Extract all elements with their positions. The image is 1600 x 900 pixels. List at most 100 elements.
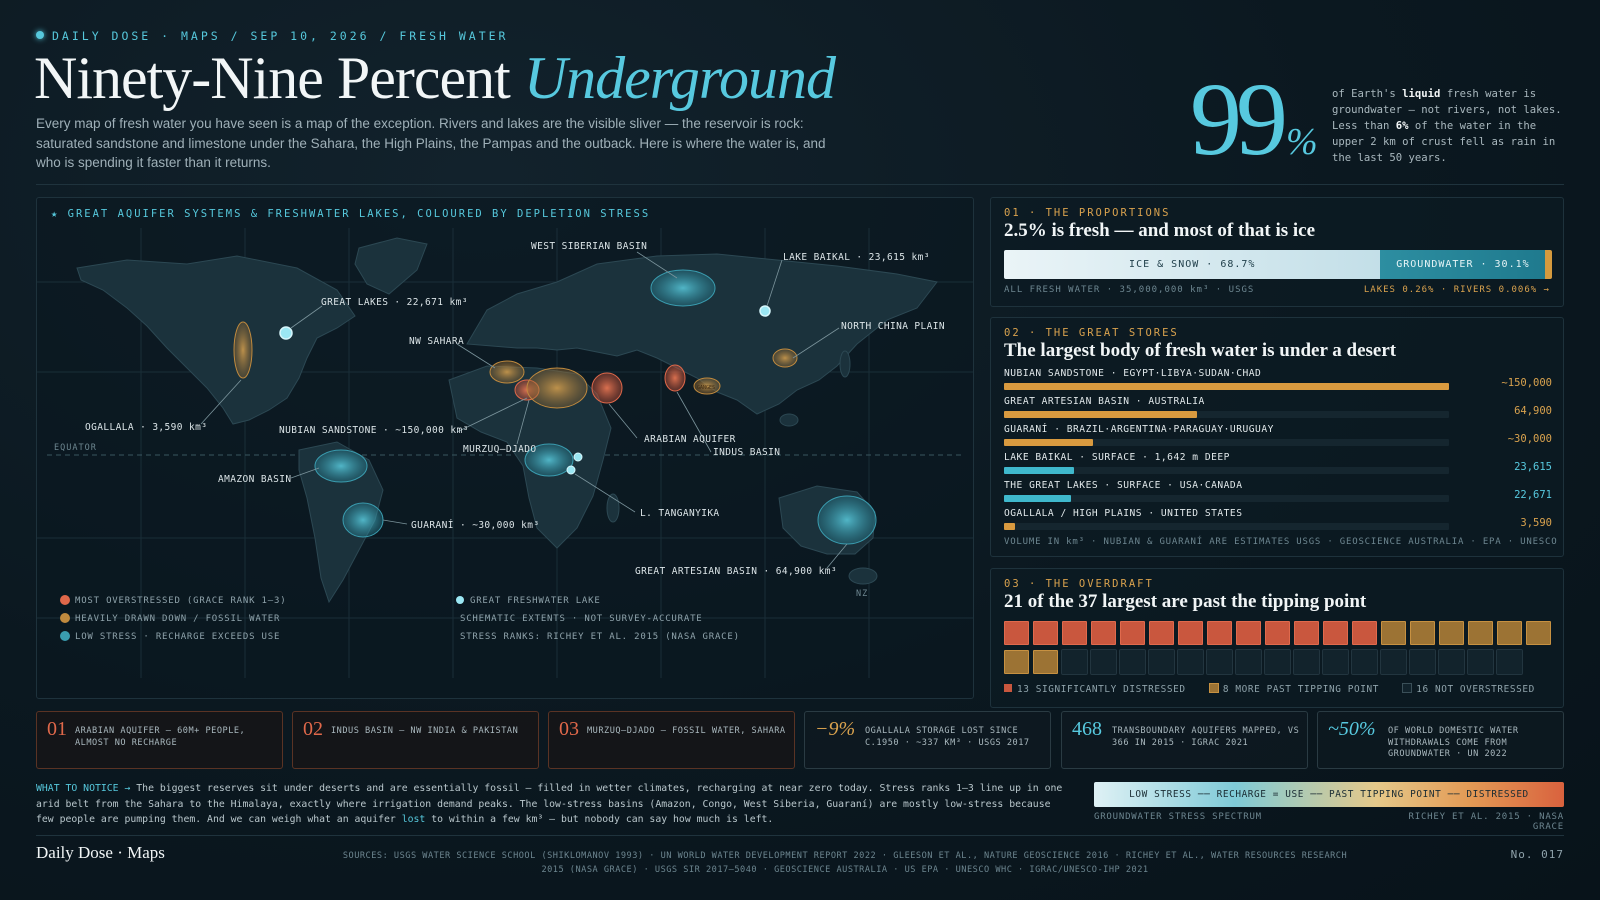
- ok-aquifer-cell: [1293, 649, 1320, 675]
- new-zealand: [848, 567, 878, 585]
- kicker-text: DAILY DOSE · MAPS / SEP 10, 2026 / FRESH…: [52, 29, 509, 43]
- label-great-lakes: GREAT LAKES · 22,671 km³: [321, 297, 468, 308]
- label-nubian: NUBIAN SANDSTONE · ~150,000 km³: [279, 425, 469, 436]
- eurasia: [466, 253, 938, 415]
- ok-aquifer-cell: [1061, 649, 1088, 675]
- world-map: EQUATOR GANGES: [37, 228, 973, 678]
- tipping-aquifer-cell: [1439, 621, 1464, 645]
- borneo: [779, 413, 799, 427]
- ice-segment: ICE & SNOW · 68.7%: [1004, 250, 1381, 279]
- hero-note-part: of the water in the upper 2 km of crust …: [1332, 120, 1556, 164]
- sources-line: SOURCES: USGS WATER SCIENCE SCHOOL (SHIK…: [342, 851, 1348, 861]
- distressed-aquifer-cell: [1120, 621, 1145, 645]
- arabian-aquifer: [591, 372, 623, 404]
- card-heading: The largest body of fresh water is under…: [1004, 340, 1397, 361]
- label-arabian: ARABIAN AQUIFER: [644, 434, 736, 445]
- label-north-china: NORTH CHINA PLAIN: [841, 321, 945, 332]
- great-lakes-marker: [279, 326, 293, 340]
- legend-most-swatch: [60, 595, 70, 605]
- ok-aquifer-cell: [1119, 649, 1146, 675]
- legend-heavy: HEAVILY DRAWN DOWN / FOSSIL WATER: [75, 614, 280, 624]
- store-row: OGALLALA / HIGH PLAINS · UNITED STATES 3,…: [1004, 508, 1552, 532]
- hero-note-part: of Earth's: [1332, 88, 1403, 100]
- store-value: ~150,000: [1501, 377, 1552, 389]
- hero-note-bold: liquid: [1402, 88, 1441, 100]
- ok-aquifer-cell: [1322, 649, 1349, 675]
- ok-aquifer-cell: [1090, 649, 1117, 675]
- nw-sahara-aquifer: [489, 360, 525, 384]
- hero-stat-note: of Earth's liquid fresh water is groundw…: [1332, 86, 1572, 166]
- japan: [839, 350, 851, 378]
- label-ogallala: OGALLALA · 3,590 km³: [85, 422, 207, 433]
- legend-item-tipping: 8 MORE PAST TIPPING POINT: [1208, 683, 1379, 695]
- title-main: Ninety-Nine Percent: [34, 45, 511, 111]
- distressed-aquifer-cell: [1294, 621, 1319, 645]
- notice-lead: WHAT TO NOTICE →: [36, 783, 131, 794]
- store-bar: [1004, 439, 1093, 446]
- stores-foot: VOLUME IN km³ · NUBIAN & GUARANÍ ARE EST…: [1004, 537, 1558, 547]
- store-value: 3,590: [1520, 517, 1552, 529]
- stat-number: 03: [559, 718, 579, 740]
- ok-aquifer-cell: [1351, 649, 1378, 675]
- ok-aquifer-cell: [1380, 649, 1407, 675]
- distressed-aquifer-cell: [1207, 621, 1232, 645]
- distressed-aquifer-cell: [1236, 621, 1261, 645]
- distressed-aquifer-cell: [1091, 621, 1116, 645]
- store-label: OGALLALA / HIGH PLAINS · UNITED STATES: [1004, 508, 1243, 519]
- legend-lake-swatch: [456, 596, 464, 604]
- store-bar: [1004, 523, 1015, 530]
- card-number: 03 · THE OVERDRAFT: [1004, 578, 1154, 590]
- store-bar: [1004, 467, 1075, 474]
- stat-number: 02: [303, 718, 323, 740]
- lake-tanganyika-marker: [566, 465, 576, 475]
- world-map-panel: EQUATOR GANGES: [36, 197, 974, 699]
- stat-text: OGALLALA STORAGE LOST SINCE C.1950 · ~33…: [865, 726, 1030, 748]
- sources-line: 2015 (NASA GRACE) · USGS SIR 2017–5040 ·…: [541, 865, 1149, 875]
- legend-low-swatch: [60, 631, 70, 641]
- legend-item-not: 16 NOT OVERSTRESSED: [1402, 683, 1535, 695]
- stat-text: ARABIAN AQUIFER — 60M+ PEOPLE, ALMOST NO…: [75, 726, 246, 748]
- legend-item-distressed: 13 SIGNIFICANTLY DISTRESSED: [1004, 684, 1186, 695]
- label-murzuq: MURZUQ–DJADO: [463, 444, 536, 455]
- store-bar: [1004, 411, 1197, 418]
- amazon-basin: [314, 449, 368, 483]
- ok-aquifer-cell: [1496, 649, 1523, 675]
- aquifer-waffle-grid: [1004, 621, 1552, 675]
- store-value: ~30,000: [1507, 433, 1552, 445]
- store-row: THE GREAT LAKES · SURFACE · USA·CANADA 22…: [1004, 480, 1552, 504]
- distressed-aquifer-cell: [1352, 621, 1377, 645]
- store-track: [1004, 411, 1449, 418]
- stat-text: INDUS BASIN — NW INDIA & PAKISTAN: [331, 726, 519, 736]
- tipping-aquifer-cell: [1497, 621, 1522, 645]
- proportions-foot-left: ALL FRESH WATER · 35,000,000 km³ · USGS: [1004, 285, 1255, 295]
- tipping-aquifer-cell: [1468, 621, 1493, 645]
- legend-not-swatch: [1402, 683, 1413, 693]
- stat-rank-2: 02 INDUS BASIN — NW INDIA & PAKISTAN: [292, 711, 539, 769]
- greenland: [354, 237, 428, 295]
- spectrum-label-right: RICHEY ET AL. 2015 · NASA GRACE: [1408, 812, 1564, 832]
- stress-spectrum-bar: LOW STRESS ── RECHARGE = USE ── PAST TIP…: [1094, 782, 1564, 807]
- label-guarani: GUARANÍ · ~30,000 km³: [411, 519, 540, 531]
- legend-ranks: STRESS RANKS: RICHEY ET AL. 2015 (NASA G…: [460, 632, 740, 642]
- stat-number: 468: [1072, 718, 1102, 740]
- store-track: [1004, 383, 1449, 390]
- card-number: 01 · THE PROPORTIONS: [1004, 207, 1171, 219]
- surface-water-segment: [1545, 250, 1552, 279]
- label-baikal: LAKE BAIKAL · 23,615 km³: [783, 252, 930, 263]
- sources: SOURCES: USGS WATER SCIENCE SCHOOL (SHIK…: [320, 849, 1370, 877]
- map-legend: MOST OVERSTRESSED (GRACE RANK 1–3) HEAVI…: [60, 595, 740, 642]
- title-accent: Underground: [523, 45, 836, 111]
- leader-lines: [200, 251, 848, 569]
- ogallala-aquifer: [233, 321, 253, 379]
- proportions-foot-right: LAKES 0.26% · RIVERS 0.006% →: [1363, 285, 1550, 295]
- legend-tipping-swatch: [1208, 683, 1219, 693]
- label-west-siberian: WEST SIBERIAN BASIN: [531, 241, 647, 252]
- store-track: [1004, 439, 1449, 446]
- stat-ogallala: −9% OGALLALA STORAGE LOST SINCE C.1950 · …: [804, 711, 1051, 769]
- store-track: [1004, 467, 1449, 474]
- tipping-aquifer-cell: [1033, 650, 1058, 674]
- equator-label: EQUATOR: [54, 443, 97, 453]
- store-row: GUARANÍ · BRAZIL·ARGENTINA·PARAGUAY·URUG…: [1004, 424, 1552, 448]
- north-america: [76, 255, 356, 425]
- notice-body: to within a few km³ — but nobody can say…: [425, 814, 774, 825]
